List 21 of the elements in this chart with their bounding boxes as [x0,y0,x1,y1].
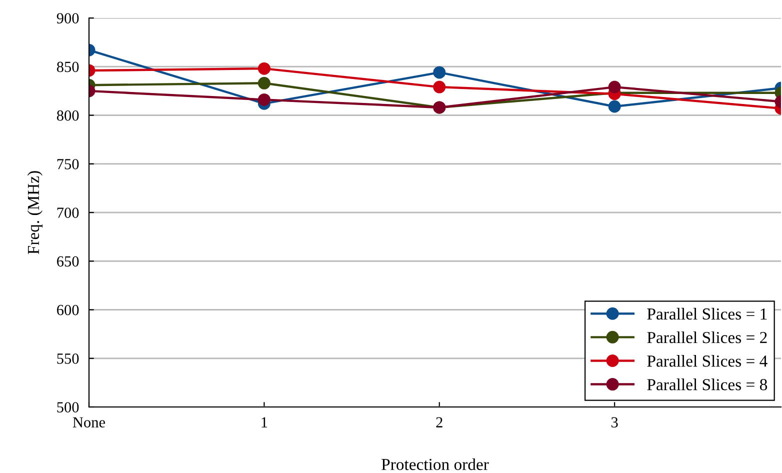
legend-label: Parallel Slices = 2 [647,331,767,344]
x-tick-label: None [72,417,106,428]
x-axis-title: Protection order [382,458,489,470]
y-tick-label: 500 [57,402,79,412]
y-tick-label: 900 [56,13,79,24]
x-tick-label: 2 [436,417,442,428]
y-tick-label: 800 [56,110,79,121]
y-axis-title: Freq. (MHz) [27,171,42,254]
legend-label: Parallel Slices = 4 [647,355,768,367]
y-tick-label: 550 [57,354,79,364]
y-tick-label: 750 [57,159,79,170]
y-tick-label: 650 [57,256,79,267]
legend-label: Parallel Slices = 8 [647,378,768,390]
point [258,93,270,106]
x-tick-label: 3 [611,417,618,428]
x-tick-label: 1 [262,417,268,428]
y-tick-label: 850 [56,62,79,72]
y-tick-label: 700 [57,208,79,218]
point [258,62,270,75]
y-tick-label: 600 [57,304,79,316]
legend-label: Parallel Slices = 1 [647,308,767,320]
